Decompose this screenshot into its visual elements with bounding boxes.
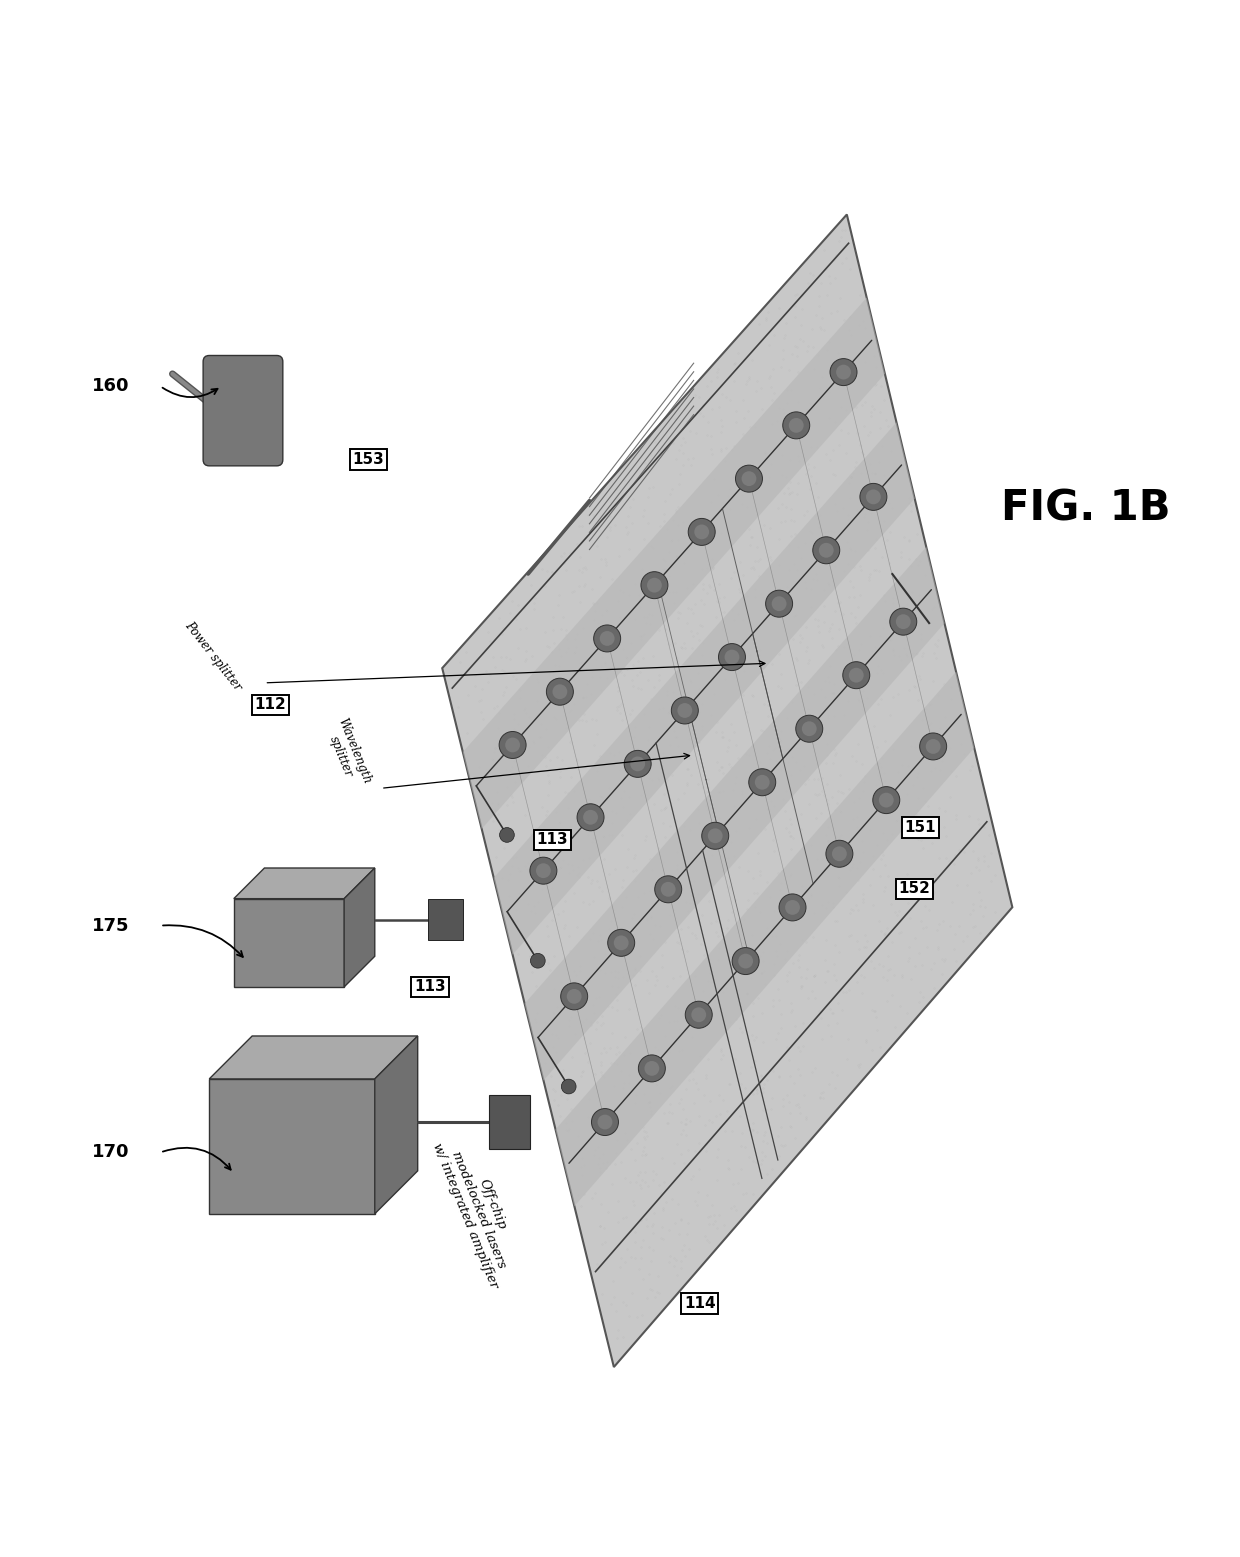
Circle shape (895, 615, 910, 629)
Text: 113: 113 (537, 833, 568, 847)
Circle shape (583, 810, 598, 825)
Polygon shape (463, 297, 885, 828)
Circle shape (562, 1079, 577, 1095)
Circle shape (702, 822, 729, 849)
Circle shape (832, 847, 847, 861)
Circle shape (920, 733, 946, 760)
Circle shape (873, 786, 900, 814)
FancyBboxPatch shape (203, 355, 283, 466)
Text: 152: 152 (898, 881, 930, 897)
Circle shape (594, 624, 621, 652)
Circle shape (567, 989, 582, 1004)
Circle shape (782, 413, 810, 439)
Polygon shape (210, 1079, 374, 1214)
Circle shape (529, 858, 557, 884)
Text: Power splitter: Power splitter (182, 618, 244, 693)
Circle shape (818, 543, 833, 557)
Polygon shape (234, 898, 345, 987)
Polygon shape (494, 422, 915, 954)
Circle shape (765, 590, 792, 617)
Circle shape (608, 930, 635, 956)
Circle shape (647, 578, 662, 593)
Circle shape (789, 417, 804, 433)
Circle shape (531, 953, 546, 968)
Circle shape (614, 936, 629, 950)
Circle shape (826, 841, 853, 867)
Circle shape (500, 732, 526, 758)
Text: 114: 114 (684, 1295, 715, 1311)
Circle shape (859, 483, 887, 511)
Polygon shape (234, 867, 374, 898)
Text: Off-chip
modelocked lasers
w/ integrated amplifier: Off-chip modelocked lasers w/ integrated… (430, 1130, 528, 1291)
Circle shape (560, 982, 588, 1010)
Circle shape (742, 472, 756, 486)
Text: 151: 151 (905, 821, 936, 835)
Circle shape (677, 704, 692, 718)
Circle shape (802, 721, 817, 736)
Polygon shape (210, 1035, 418, 1079)
Circle shape (843, 662, 869, 688)
Circle shape (547, 679, 573, 705)
Circle shape (577, 803, 604, 831)
Circle shape (641, 571, 668, 598)
Circle shape (694, 525, 709, 539)
Circle shape (692, 1007, 706, 1021)
Circle shape (836, 364, 851, 380)
Circle shape (645, 1060, 660, 1076)
Circle shape (505, 738, 520, 752)
Circle shape (785, 900, 800, 916)
Circle shape (724, 649, 739, 665)
Circle shape (830, 358, 857, 386)
Circle shape (732, 948, 759, 975)
Circle shape (536, 863, 551, 878)
Circle shape (600, 631, 615, 646)
Circle shape (879, 793, 894, 808)
Circle shape (500, 828, 515, 842)
Polygon shape (443, 215, 1012, 1367)
Circle shape (771, 596, 786, 610)
Text: 170: 170 (93, 1143, 130, 1162)
Text: FIG. 1B: FIG. 1B (1001, 487, 1171, 529)
Circle shape (686, 1001, 712, 1028)
Circle shape (866, 489, 880, 504)
Polygon shape (345, 867, 374, 987)
Circle shape (655, 877, 682, 903)
Polygon shape (525, 547, 945, 1081)
Circle shape (755, 775, 770, 789)
Circle shape (708, 828, 723, 844)
Text: 113: 113 (414, 979, 445, 995)
Text: 153: 153 (352, 452, 384, 467)
Circle shape (661, 881, 676, 897)
Circle shape (796, 715, 822, 743)
Circle shape (849, 668, 864, 682)
Circle shape (749, 769, 776, 796)
Circle shape (671, 698, 698, 724)
Text: 112: 112 (254, 698, 286, 713)
Circle shape (812, 537, 839, 564)
Circle shape (598, 1115, 613, 1129)
Circle shape (630, 757, 645, 771)
Text: 175: 175 (93, 917, 130, 934)
Text: 160: 160 (93, 377, 130, 395)
Circle shape (591, 1109, 619, 1135)
Circle shape (553, 684, 567, 699)
Circle shape (624, 750, 651, 777)
Polygon shape (374, 1035, 418, 1214)
Circle shape (926, 740, 941, 754)
Circle shape (735, 466, 763, 492)
FancyBboxPatch shape (489, 1095, 531, 1149)
Text: Wavelength
splitter: Wavelength splitter (321, 716, 374, 791)
FancyBboxPatch shape (428, 898, 463, 940)
Circle shape (890, 609, 916, 635)
Circle shape (779, 894, 806, 920)
Circle shape (688, 518, 715, 545)
Circle shape (738, 953, 753, 968)
Circle shape (639, 1056, 666, 1082)
Circle shape (718, 643, 745, 671)
Polygon shape (556, 671, 975, 1207)
